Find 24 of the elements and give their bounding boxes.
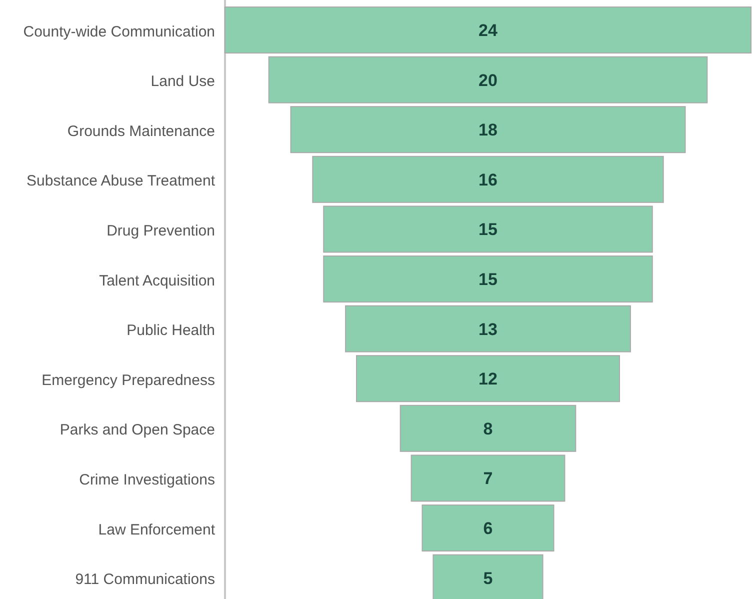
category-label: Talent Acquisition: [99, 272, 215, 290]
data-label: 18: [478, 120, 498, 140]
data-label: 15: [478, 220, 498, 240]
category-label: 911 Communications: [75, 571, 215, 588]
data-label: 12: [478, 370, 498, 389]
data-label: 20: [478, 70, 498, 90]
data-label: 5: [483, 568, 493, 588]
data-label: 6: [483, 518, 493, 538]
data-label: 7: [483, 469, 493, 488]
category-label: Drug Prevention: [106, 222, 215, 240]
category-label: Public Health: [126, 322, 215, 340]
category-label: Emergency Preparedness: [42, 372, 215, 389]
category-label: Law Enforcement: [98, 521, 216, 538]
category-label: Crime Investigations: [79, 471, 215, 488]
category-label: Grounds Maintenance: [67, 122, 215, 140]
category-label: County-wide Communication: [23, 23, 215, 40]
category-label: Land Use: [150, 73, 215, 90]
data-label: 13: [478, 320, 498, 339]
data-label: 24: [478, 20, 498, 40]
data-label: 8: [483, 419, 493, 438]
data-label: 15: [478, 270, 498, 289]
data-label: 16: [478, 170, 498, 190]
category-label: Substance Abuse Treatment: [26, 172, 216, 190]
category-label: Parks and Open Space: [60, 422, 215, 439]
